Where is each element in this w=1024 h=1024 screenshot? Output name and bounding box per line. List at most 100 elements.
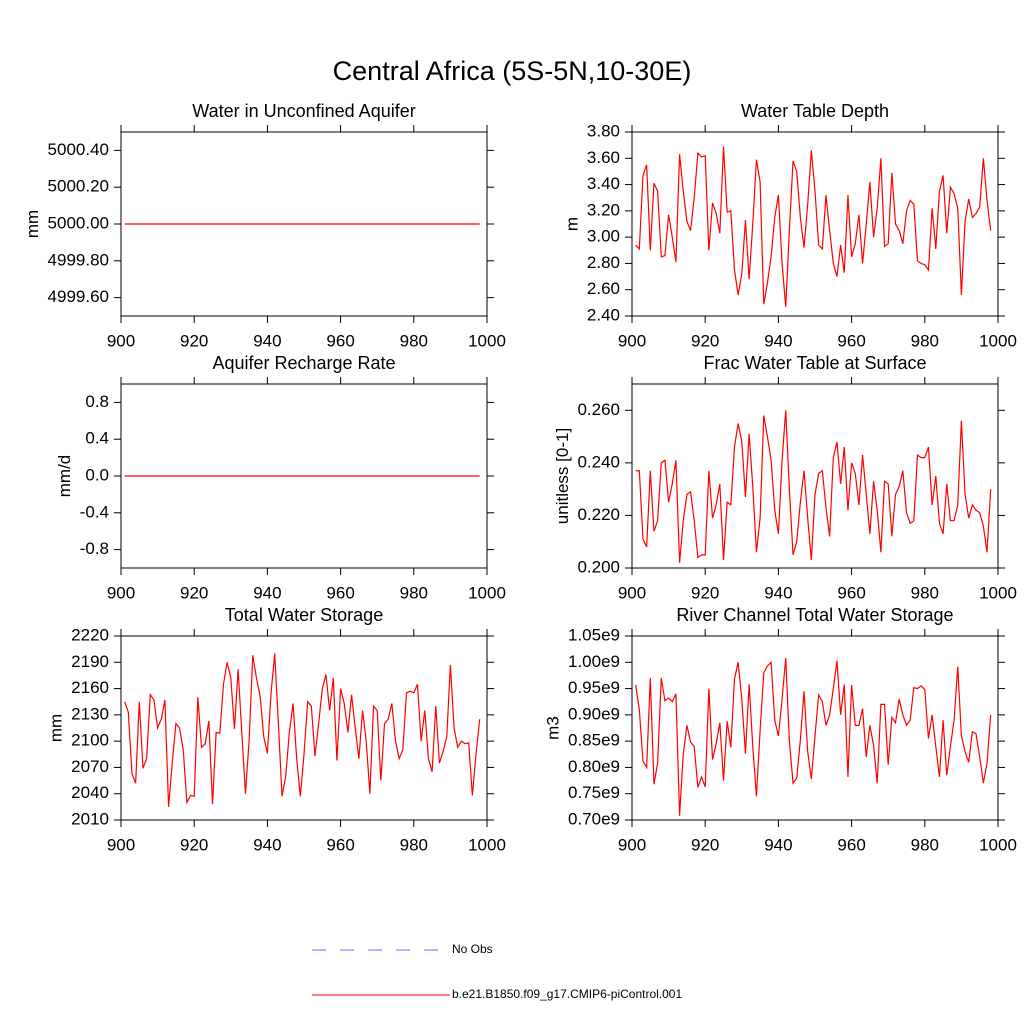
y-tick-label: 2160 [71, 678, 109, 697]
y-tick-label: 2010 [71, 809, 109, 828]
y-tick-label: 2100 [71, 731, 109, 750]
x-tick-label: 940 [764, 331, 792, 350]
x-tick-label: 980 [400, 331, 428, 350]
panel-title: Water in Unconfined Aquifer [192, 101, 415, 121]
plot-frame [631, 131, 999, 317]
y-tick-label: 5000.00 [48, 213, 109, 232]
x-tick-label: 980 [400, 583, 428, 602]
x-tick-label: 980 [911, 583, 939, 602]
x-tick-label: 900 [107, 835, 135, 854]
x-tick-label: 940 [253, 331, 281, 350]
x-tick-label: 1000 [979, 331, 1017, 350]
y-tick-label: 0.90e9 [568, 704, 620, 723]
x-tick-label: 940 [253, 583, 281, 602]
y-axis-label: mm [23, 210, 42, 238]
y-axis-label: mm [47, 714, 66, 742]
y-tick-label: 0.8 [85, 392, 109, 411]
x-tick-label: 960 [837, 835, 865, 854]
plot-frame [631, 635, 999, 821]
data-line [635, 146, 992, 307]
x-tick-label: 920 [691, 331, 719, 350]
x-tick-label: 900 [618, 331, 646, 350]
figure-title: Central Africa (5S-5N,10-30E) [333, 56, 692, 86]
x-tick-label: 940 [764, 583, 792, 602]
panel: Total Water Storage 2010 2040 2070 2100 2130 2… [47, 605, 506, 855]
y-tick-label: 4999.80 [48, 250, 109, 269]
x-tick-label: 920 [180, 835, 208, 854]
y-tick-label: 0.240 [577, 452, 620, 471]
y-tick-label: 0.75e9 [568, 783, 620, 802]
panel-title: Aquifer Recharge Rate [212, 353, 395, 373]
y-tick-label: 2040 [71, 783, 109, 802]
y-tick-label: -0.8 [80, 539, 109, 558]
x-tick-label: 920 [180, 331, 208, 350]
y-tick-label: 2.40 [587, 305, 620, 324]
y-tick-label: 3.80 [587, 121, 620, 140]
y-tick-label: 2.60 [587, 279, 620, 298]
x-tick-label: 940 [764, 835, 792, 854]
x-tick-label: 1000 [979, 835, 1017, 854]
data-line [635, 410, 992, 563]
x-tick-label: 960 [837, 331, 865, 350]
panel: Aquifer Recharge Rate -0.8 -0.4 0.0 0.4 0.8 90… [55, 353, 506, 603]
x-tick-label: 920 [180, 583, 208, 602]
y-tick-label: 1.05e9 [568, 625, 620, 644]
x-tick-label: 920 [691, 835, 719, 854]
y-tick-label: 1.00e9 [568, 652, 620, 671]
x-tick-label: 980 [400, 835, 428, 854]
plot-frame [631, 383, 999, 569]
data-line [635, 658, 992, 816]
panel-title: Total Water Storage [225, 605, 383, 625]
y-tick-label: -0.4 [80, 502, 109, 521]
y-tick-label: 5000.20 [48, 177, 109, 196]
y-tick-label: 0.260 [577, 400, 620, 419]
x-tick-label: 980 [911, 835, 939, 854]
x-tick-label: 940 [253, 835, 281, 854]
x-tick-label: 900 [618, 835, 646, 854]
x-tick-label: 1000 [979, 583, 1017, 602]
y-tick-label: 5000.40 [48, 140, 109, 159]
x-tick-label: 900 [107, 331, 135, 350]
x-tick-label: 900 [618, 583, 646, 602]
x-tick-label: 960 [837, 583, 865, 602]
y-tick-label: 2070 [71, 757, 109, 776]
y-axis-label: m [562, 217, 581, 231]
y-axis-label: m3 [543, 716, 562, 740]
legend-label: No Obs [452, 942, 493, 956]
x-tick-label: 1000 [468, 835, 506, 854]
panel: River Channel Total Water Storage 0.70e9 0… [543, 605, 1016, 855]
x-tick-label: 980 [911, 331, 939, 350]
x-tick-label: 960 [326, 583, 354, 602]
y-axis-label: mm/d [55, 455, 74, 498]
y-tick-label: 2190 [71, 652, 109, 671]
y-tick-label: 3.60 [587, 148, 620, 167]
x-tick-label: 920 [691, 583, 719, 602]
y-tick-label: 2.80 [587, 253, 620, 272]
y-tick-label: 4999.60 [48, 287, 109, 306]
y-tick-label: 0.95e9 [568, 678, 620, 697]
y-tick-label: 3.40 [587, 174, 620, 193]
panel: Frac Water Table at Surface 0.200 0.220 0.2… [553, 353, 1017, 603]
panel-title: River Channel Total Water Storage [676, 605, 953, 625]
x-tick-label: 960 [326, 331, 354, 350]
panel: Water Table Depth 2.40 2.60 2.80 3.00 3.20 3.4… [562, 101, 1017, 351]
y-tick-label: 0.80e9 [568, 757, 620, 776]
y-tick-label: 0.200 [577, 557, 620, 576]
y-tick-label: 3.00 [587, 227, 620, 246]
y-tick-label: 2220 [71, 625, 109, 644]
data-line [124, 653, 481, 807]
y-tick-label: 0.220 [577, 505, 620, 524]
y-tick-label: 0.4 [85, 429, 109, 448]
panel-title: Frac Water Table at Surface [703, 353, 926, 373]
y-tick-label: 0.0 [85, 465, 109, 484]
y-tick-label: 2130 [71, 704, 109, 723]
panel-title: Water Table Depth [741, 101, 889, 121]
x-tick-label: 960 [326, 835, 354, 854]
x-tick-label: 1000 [468, 331, 506, 350]
y-tick-label: 3.20 [587, 200, 620, 219]
panel: Water in Unconfined Aquifer 4999.60 4999.8… [23, 101, 506, 351]
x-tick-label: 1000 [468, 583, 506, 602]
x-tick-label: 900 [107, 583, 135, 602]
